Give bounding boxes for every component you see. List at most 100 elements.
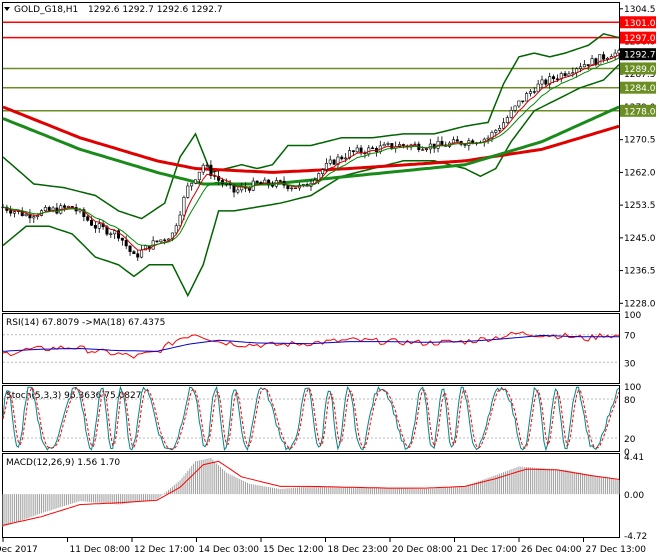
candle-body	[13, 211, 17, 214]
candle-body	[63, 205, 67, 208]
candle-body	[43, 207, 47, 212]
candle-body	[525, 93, 529, 102]
price-tick-label: 1245.0	[624, 234, 656, 244]
candle-body	[120, 237, 124, 241]
main-pane-frame	[2, 2, 620, 312]
header: GOLD_G18,H1 1292.6 1292.7 1292.6 1292.7	[4, 5, 223, 15]
candle-body	[424, 148, 428, 151]
rsi-axis: 100 70 30	[624, 311, 641, 369]
candle-body	[505, 117, 509, 123]
candle-body	[290, 187, 294, 190]
candle-body	[540, 79, 544, 85]
candle-body	[382, 143, 386, 147]
candle-body	[321, 169, 325, 175]
candle-body	[267, 179, 271, 186]
candle-body	[371, 147, 375, 149]
candle-body	[521, 100, 525, 103]
bollinger-upper-line	[2, 32, 620, 220]
stoch-tick-label: 20	[624, 435, 636, 445]
candle-body	[159, 239, 163, 243]
stoch-tick-label: 100	[624, 383, 641, 393]
level-tag-4	[620, 104, 656, 117]
price-tick-label: 1228.0	[624, 299, 656, 309]
level-label-1: 1297.0	[624, 34, 656, 44]
candle-body	[124, 239, 128, 247]
candle-body	[128, 245, 132, 252]
candle-body	[178, 214, 182, 227]
time-tick-label: 27 Dec 13:00	[586, 545, 647, 555]
candle-body	[555, 78, 559, 80]
candle-body	[90, 220, 94, 226]
level-label-2: 1289.0	[624, 65, 656, 75]
time-tick-label: 18 Dec 23:00	[328, 545, 389, 555]
price-tick-label: 1270.5	[624, 136, 656, 146]
last-price-tag	[620, 48, 656, 61]
time-tick-label: 14 Dec 03:00	[199, 545, 260, 555]
stoch-title: Stoch(5,3,3) 96.3636 75.0827	[6, 391, 141, 401]
candle-body	[390, 143, 394, 149]
candle-body	[117, 230, 121, 239]
candle-body	[586, 64, 590, 67]
price-tick-label: 1304.5	[624, 5, 656, 15]
macd-tick-label: 4.41	[624, 453, 644, 463]
candle-body	[236, 189, 240, 193]
stoch-lines	[2, 385, 620, 452]
candle-body	[86, 216, 90, 221]
candle-body	[386, 143, 390, 145]
candle-body	[294, 187, 298, 190]
price-tick-label: 1253.5	[624, 201, 656, 211]
candle-body	[209, 164, 213, 176]
candle-body	[544, 79, 548, 85]
macd-histogram	[2, 457, 620, 528]
candle-body	[421, 149, 425, 151]
candle-body	[190, 182, 194, 187]
macd-axis: 4.41 0.00 -4.72	[624, 453, 647, 542]
candle-body	[513, 105, 517, 111]
candle-body	[82, 209, 86, 218]
candle-body	[498, 127, 502, 131]
candle-body	[605, 57, 609, 60]
candle-body	[355, 147, 359, 153]
macd-tick-label: 0.00	[624, 491, 644, 501]
candle-body	[97, 223, 101, 229]
candle-body	[174, 225, 178, 234]
bollinger-lower-line	[2, 64, 620, 298]
rsi-series-0	[2, 331, 619, 359]
price-tick-label: 1287.5	[624, 70, 656, 80]
time-tick-label: 26 Dec 04:00	[521, 545, 582, 555]
candle-body	[536, 83, 540, 93]
ma-slow-red-line	[2, 105, 620, 174]
candle-body	[548, 76, 552, 85]
candle-body	[509, 110, 513, 118]
candle-body	[501, 122, 505, 129]
candle-body	[486, 137, 490, 140]
triangle-down-icon	[4, 7, 10, 11]
macd-signal-line	[2, 460, 620, 526]
candle-body	[140, 249, 144, 258]
candle-body	[340, 156, 344, 160]
last-price-label: 1292.7	[624, 51, 656, 61]
candle-body	[582, 64, 586, 68]
level-label-0: 1301.0	[624, 19, 656, 29]
candle-body	[194, 179, 198, 184]
rsi-title: RSI(14) 67.8079 ->MA(18) 67.4375	[6, 318, 165, 328]
level-tag-1	[620, 31, 656, 44]
candle-body	[132, 251, 136, 255]
rsi-tick-label: 30	[624, 359, 636, 369]
time-tick-label: 20 Dec 08:00	[392, 545, 453, 555]
level-labels: 1301.0 1297.0 1289.0 1284.0 1278.0 1292.7	[620, 16, 656, 117]
ohlc-label: 1292.6 1292.7 1292.6 1292.7	[88, 5, 223, 15]
stoch-pane-frame	[2, 385, 620, 452]
candle-body	[528, 91, 532, 94]
candle-body	[336, 156, 340, 165]
candle-body	[617, 50, 621, 54]
time-tick-label: 15 Dec 12:00	[263, 545, 324, 555]
macd-tick-label: -4.72	[624, 532, 647, 542]
candle-body	[440, 140, 444, 146]
rsi-lines	[2, 331, 619, 363]
bollinger-bands	[2, 32, 620, 298]
candle-body	[182, 197, 186, 216]
candle-body	[32, 216, 36, 219]
rsi-series-1	[2, 334, 619, 352]
candle-body	[332, 159, 336, 165]
